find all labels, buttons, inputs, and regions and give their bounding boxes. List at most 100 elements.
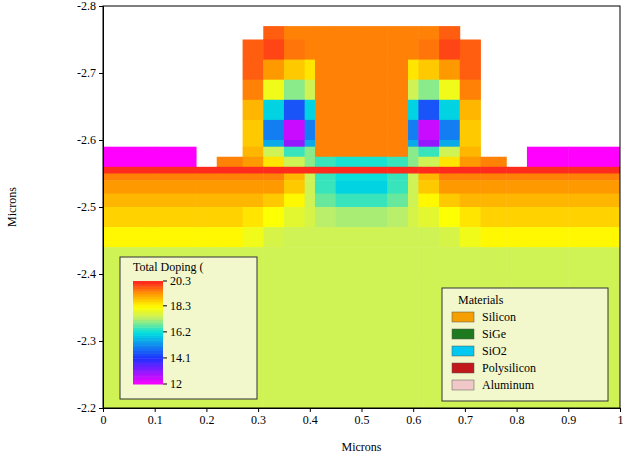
cell bbox=[387, 207, 408, 228]
y-axis: -2.8-2.7-2.6-2.5-2.4-2.3-2.2 bbox=[77, 0, 104, 415]
cell bbox=[362, 26, 388, 40]
cell bbox=[284, 26, 305, 40]
cell bbox=[305, 207, 316, 228]
cell bbox=[336, 157, 362, 168]
cell bbox=[527, 180, 569, 194]
cell bbox=[408, 26, 419, 40]
cell bbox=[439, 227, 460, 248]
tick-mark bbox=[155, 408, 156, 412]
cell bbox=[387, 147, 408, 158]
tick-mark bbox=[99, 408, 103, 409]
cell bbox=[284, 341, 305, 408]
colorbar-tick-label: 20.3 bbox=[170, 274, 191, 288]
cell bbox=[305, 227, 316, 248]
cell bbox=[315, 341, 336, 408]
y-axis-title: Microns bbox=[5, 187, 19, 227]
cell bbox=[418, 180, 439, 194]
legend-label: SiGe bbox=[482, 327, 506, 341]
cell bbox=[362, 157, 388, 168]
cell bbox=[362, 207, 388, 228]
cell bbox=[196, 227, 217, 248]
cell bbox=[527, 194, 569, 208]
cell bbox=[506, 207, 527, 228]
cell bbox=[460, 140, 481, 147]
tick-mark bbox=[568, 408, 569, 412]
cell bbox=[336, 180, 362, 194]
cell bbox=[103, 147, 155, 158]
cell bbox=[196, 180, 217, 194]
cell bbox=[217, 180, 243, 194]
cell bbox=[439, 40, 460, 61]
cell bbox=[408, 60, 419, 81]
tick-label: 0.2 bbox=[199, 413, 214, 427]
cell bbox=[387, 167, 408, 174]
cell bbox=[196, 207, 217, 228]
cell bbox=[408, 194, 419, 208]
cell bbox=[439, 140, 460, 147]
cell bbox=[305, 247, 316, 274]
cell bbox=[408, 341, 419, 408]
cell bbox=[418, 274, 439, 342]
cell bbox=[263, 26, 284, 40]
cell bbox=[418, 100, 439, 121]
tick-mark bbox=[258, 408, 259, 412]
cell bbox=[336, 40, 362, 61]
cell bbox=[418, 26, 439, 40]
colorbar-tick-label: 18.3 bbox=[170, 299, 191, 313]
cell bbox=[418, 40, 439, 61]
cell bbox=[305, 60, 316, 81]
cell bbox=[196, 194, 217, 208]
cell bbox=[387, 274, 408, 342]
cell bbox=[408, 40, 419, 61]
cell bbox=[506, 227, 527, 248]
cell bbox=[336, 80, 362, 101]
tick: 0.5 bbox=[355, 408, 370, 427]
cell bbox=[439, 60, 460, 81]
legend-swatch bbox=[452, 346, 474, 356]
cell bbox=[439, 26, 460, 40]
cell bbox=[217, 174, 243, 181]
cell bbox=[387, 341, 408, 408]
cell bbox=[243, 100, 264, 121]
cell bbox=[217, 167, 243, 174]
cell bbox=[315, 26, 336, 40]
tick: 0.2 bbox=[199, 408, 214, 427]
tick-mark bbox=[206, 408, 207, 412]
legend-title: Materials bbox=[458, 293, 504, 307]
cell bbox=[387, 80, 408, 101]
tick-label: 0.4 bbox=[303, 413, 318, 427]
cell bbox=[336, 227, 362, 248]
cell bbox=[263, 194, 284, 208]
x-axis: 00.10.20.30.40.50.60.70.80.91 bbox=[101, 408, 624, 427]
cell bbox=[284, 274, 305, 342]
cell bbox=[315, 227, 336, 248]
cell bbox=[439, 120, 460, 141]
cell bbox=[315, 274, 336, 342]
tick-label: -2.5 bbox=[77, 200, 96, 214]
cell bbox=[155, 227, 197, 248]
cell bbox=[336, 194, 362, 208]
cell bbox=[460, 180, 481, 194]
cell bbox=[439, 100, 460, 121]
cell bbox=[460, 40, 481, 61]
cell bbox=[387, 120, 408, 141]
cell bbox=[439, 147, 460, 158]
cell bbox=[263, 341, 284, 408]
cell bbox=[418, 207, 439, 228]
cell bbox=[155, 147, 197, 158]
tick-mark bbox=[620, 408, 621, 412]
cell bbox=[336, 120, 362, 141]
cell bbox=[263, 80, 284, 101]
cell bbox=[418, 227, 439, 248]
cell bbox=[103, 180, 155, 194]
cell bbox=[155, 194, 197, 208]
cell bbox=[460, 227, 481, 248]
cell bbox=[305, 26, 316, 40]
tick-mark bbox=[310, 408, 311, 412]
cell bbox=[263, 120, 284, 141]
cell bbox=[284, 174, 305, 181]
cell bbox=[418, 120, 439, 141]
cell bbox=[305, 174, 316, 181]
legend-label: SiO2 bbox=[482, 344, 507, 358]
tick-mark bbox=[99, 73, 103, 74]
